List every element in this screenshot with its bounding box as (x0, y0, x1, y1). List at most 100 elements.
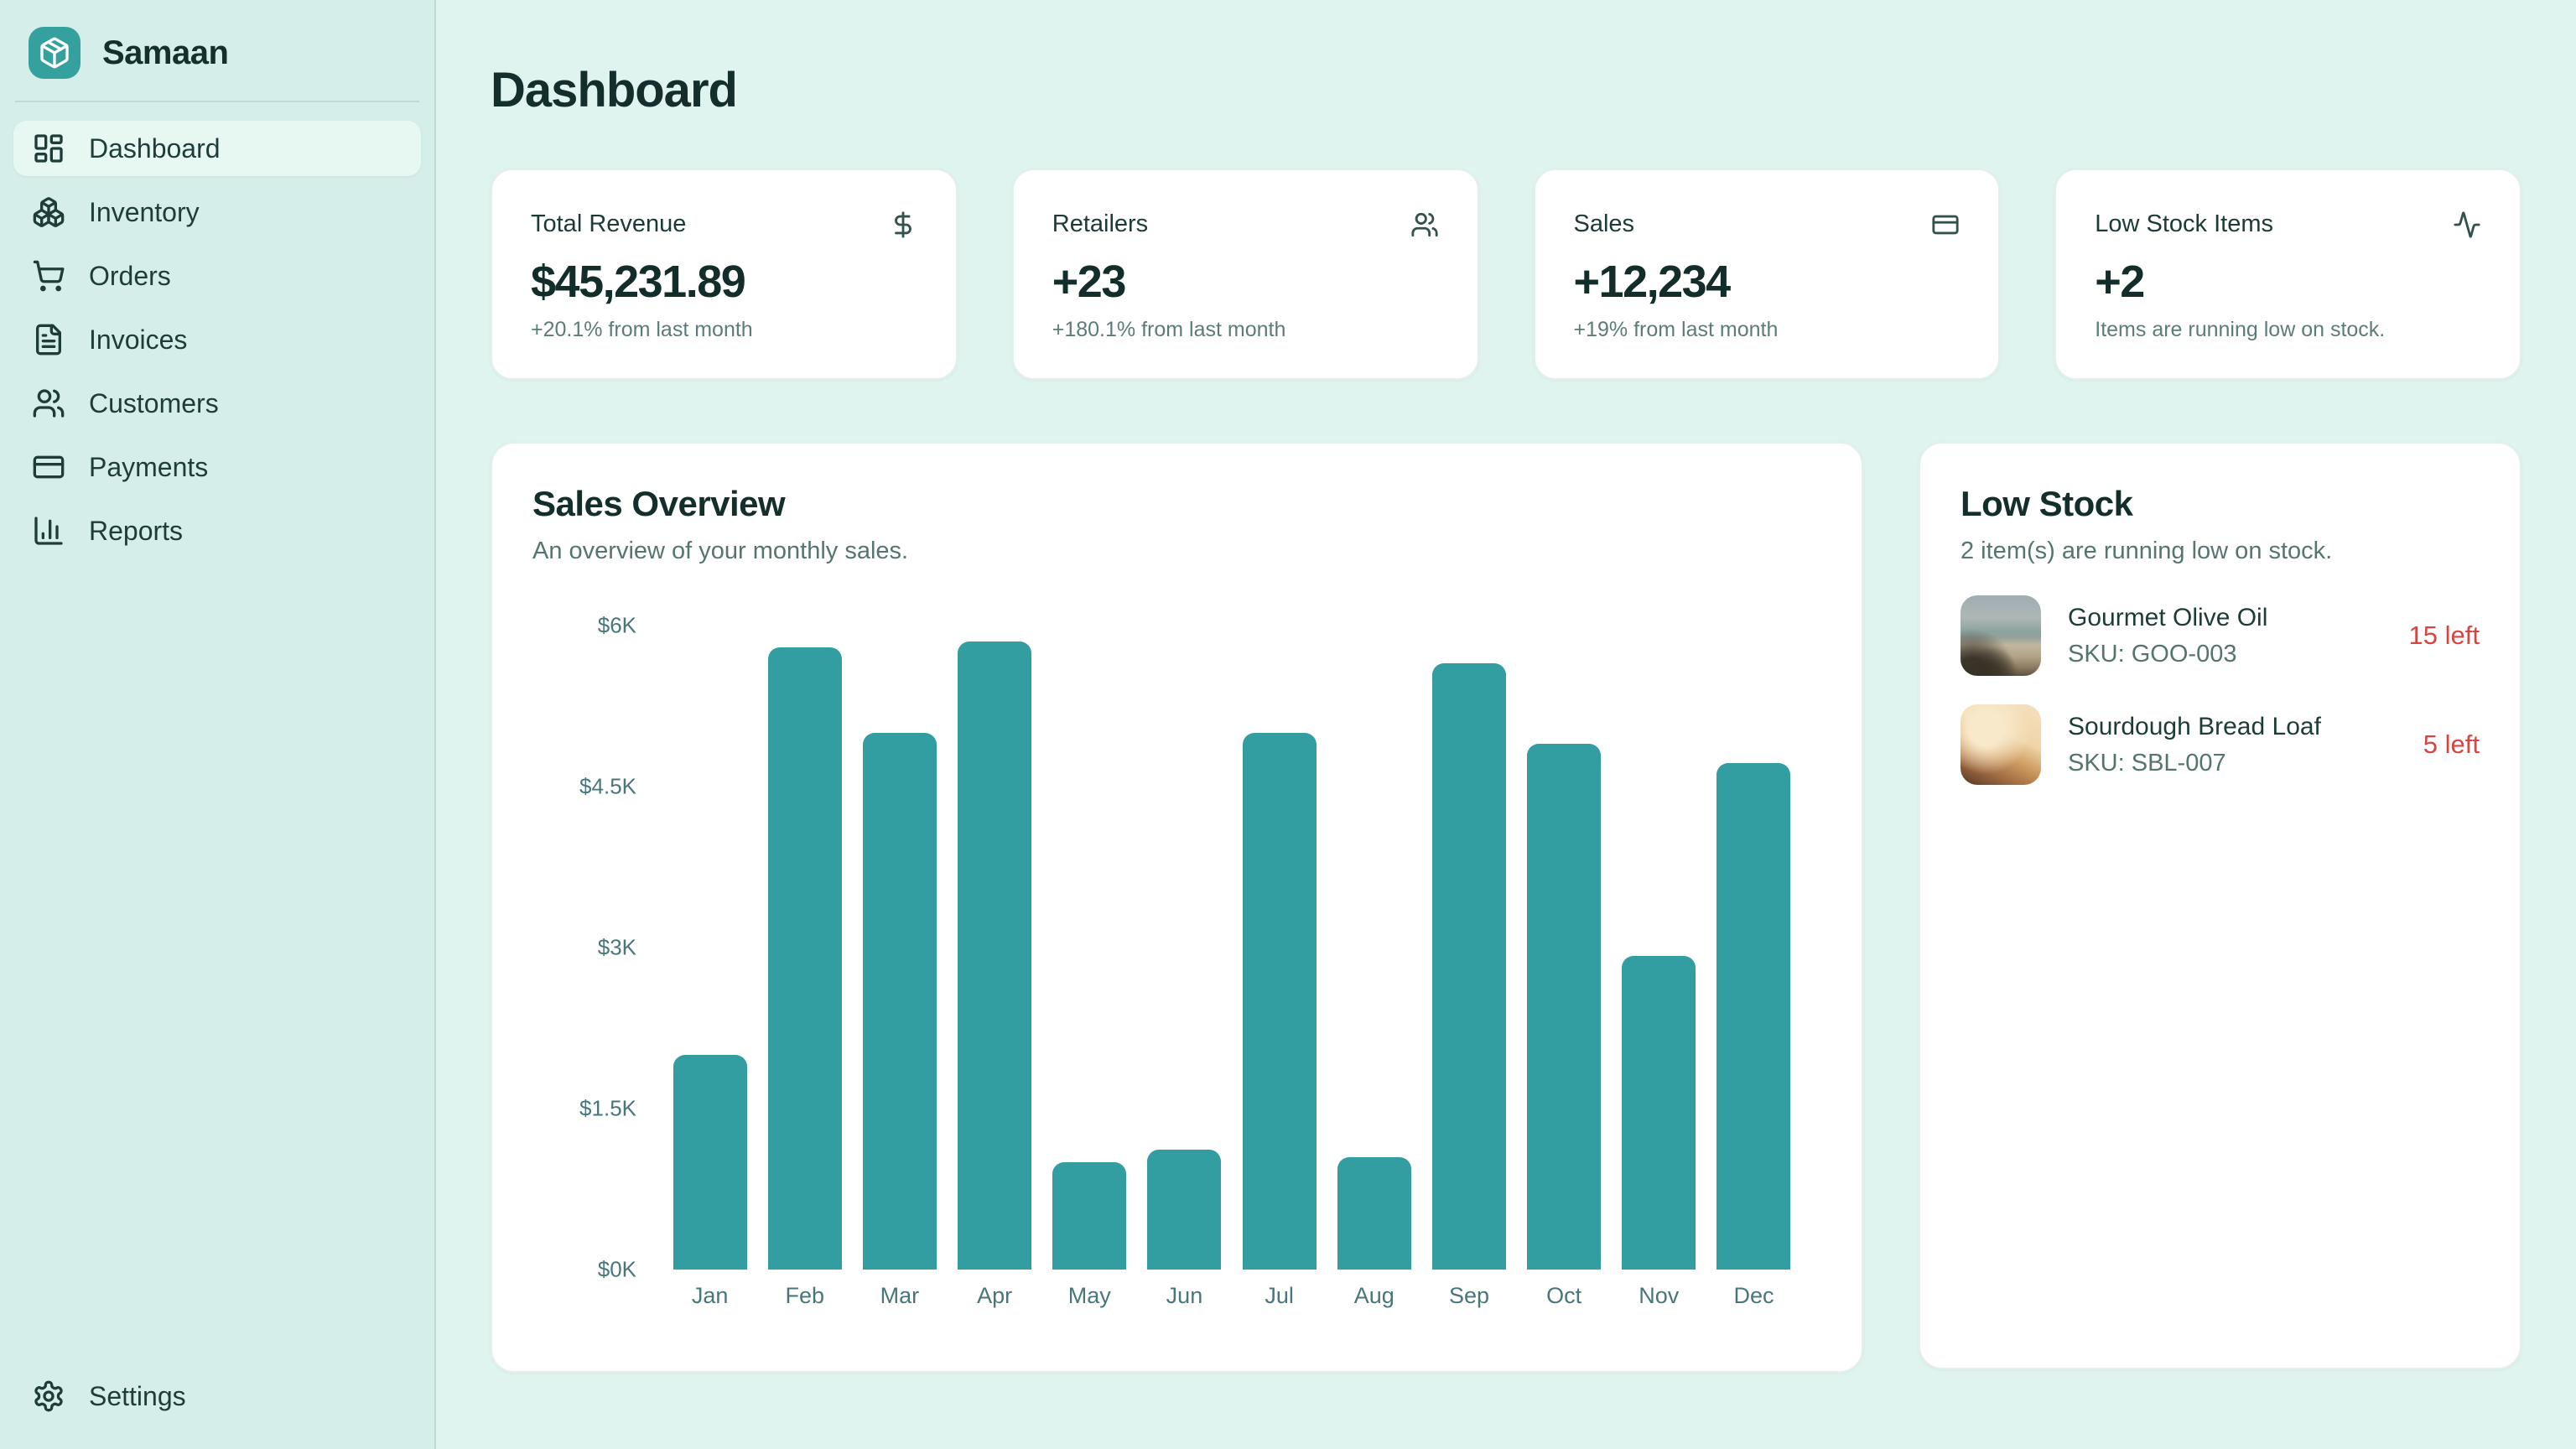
sidebar-item-payments[interactable]: Payments (13, 439, 421, 495)
credit-card-icon (32, 450, 65, 484)
stock-left-badge: 5 left (2423, 730, 2480, 759)
sidebar-item-label: Invoices (89, 324, 188, 355)
product-photo-olive-oil (1961, 595, 2041, 676)
dollar-icon (889, 210, 917, 239)
product-name: Gourmet Olive Oil (2068, 603, 2268, 631)
sidebar-item-dashboard[interactable]: Dashboard (13, 121, 421, 176)
x-axis-tick-label: Sep (1448, 1283, 1489, 1308)
chart-column: Nov (1612, 626, 1706, 1308)
shopping-cart-icon (32, 259, 65, 293)
sidebar-item-label: Inventory (89, 196, 200, 227)
sidebar-item-customers[interactable]: Customers (13, 376, 421, 431)
stat-subtext: +20.1% from last month (531, 318, 753, 341)
stat-value: +23 (1052, 257, 1127, 307)
y-axis-tick-label: $3K (597, 934, 636, 960)
x-axis-tick-label: Aug (1353, 1283, 1394, 1308)
stat-value: +12,234 (1573, 257, 1732, 307)
x-axis-tick-label: Dec (1733, 1283, 1774, 1308)
users-icon (32, 387, 65, 420)
file-text-icon (32, 323, 65, 356)
stock-left-badge: 15 left (2408, 621, 2480, 650)
chart-column: Aug (1327, 626, 1421, 1308)
chart-column: Apr (948, 626, 1042, 1308)
users-icon (1410, 210, 1439, 239)
chart-column: Sep (1421, 626, 1516, 1308)
sidebar-item-label: Reports (89, 515, 184, 546)
x-axis-tick-label: Jul (1265, 1283, 1294, 1308)
sidebar-item-label: Orders (89, 260, 171, 291)
y-axis-tick-label: $4.5K (579, 773, 636, 799)
sidebar-nav: Dashboard Inventory (13, 121, 421, 558)
x-axis-tick-label: Jun (1166, 1283, 1203, 1308)
stat-value: +2 (2095, 257, 2145, 307)
chart-column: Mar (852, 626, 947, 1308)
chart-column: Oct (1517, 626, 1612, 1308)
x-axis-tick-label: Feb (785, 1283, 825, 1308)
stat-title: Sales (1573, 210, 1635, 237)
y-axis-tick-label: $1.5K (579, 1095, 636, 1121)
chart-column: May (1042, 626, 1137, 1308)
credit-card-icon (1931, 210, 1960, 239)
stat-card-header: Sales (1574, 210, 1961, 239)
dashboard-icon (32, 132, 65, 165)
low-stock-subtitle: 2 item(s) are running low on stock. (1961, 538, 2333, 564)
stat-value: $45,231.89 (531, 257, 746, 307)
chart-bar-may (1052, 1162, 1127, 1270)
sidebar-item-reports[interactable]: Reports (13, 503, 421, 558)
chart-column: Jan (662, 626, 757, 1308)
sidebar-item-settings[interactable]: Settings (13, 1368, 421, 1424)
chart-column: Dec (1706, 626, 1801, 1308)
activity-icon (2453, 210, 2481, 239)
low-stock-panel: Low Stock 2 item(s) are running low on s… (1919, 442, 2521, 1369)
stat-card-low-stock-items: Low Stock Items +2 Items are running low… (2054, 169, 2521, 380)
stat-title: Retailers (1052, 210, 1149, 237)
low-stock-item: Sourdough Bread Loaf SKU: SBL-007 5 left (1961, 704, 2480, 785)
sidebar-item-label: Settings (89, 1380, 186, 1411)
x-axis-tick-label: Mar (880, 1283, 920, 1308)
chart-column: Feb (757, 626, 852, 1308)
sidebar-item-label: Customers (89, 387, 219, 418)
stat-subtext: Items are running low on stock. (2095, 318, 2386, 341)
page-title: Dashboard (491, 63, 738, 117)
sidebar-item-invoices[interactable]: Invoices (13, 312, 421, 367)
brand-name: Samaan (102, 34, 229, 71)
sidebar-item-label: Dashboard (89, 132, 221, 164)
product-name: Sourdough Bread Loaf (2068, 712, 2321, 740)
sales-overview-title: Sales Overview (532, 484, 786, 523)
stat-card-header: Total Revenue (531, 210, 917, 239)
main-content: Dashboard Total Revenue $45,231.89 +20.1… (436, 0, 2576, 1449)
x-axis-tick-label: May (1067, 1283, 1111, 1308)
brand: Samaan (13, 25, 421, 101)
dashboard-lower-row: Sales Overview An overview of your month… (491, 442, 2521, 1373)
sales-overview-subtitle: An overview of your monthly sales. (532, 538, 909, 564)
stat-card-total-revenue: Total Revenue $45,231.89 +20.1% from las… (491, 169, 958, 380)
sidebar-item-orders[interactable]: Orders (13, 248, 421, 304)
stat-card-retailers: Retailers +23 +180.1% from last month (1011, 169, 1479, 380)
chart-bar-apr (958, 641, 1032, 1270)
chart-bar-oct (1527, 744, 1602, 1270)
x-axis-tick-label: Oct (1546, 1283, 1582, 1308)
product-info: Sourdough Bread Loaf SKU: SBL-007 (2068, 713, 2321, 777)
x-axis-tick-label: Jan (691, 1283, 729, 1308)
stats-row: Total Revenue $45,231.89 +20.1% from las… (491, 169, 2521, 380)
chart-bar-jul (1242, 733, 1317, 1270)
package-icon (29, 27, 80, 79)
sidebar-item-label: Payments (89, 451, 209, 482)
stat-subtext: +180.1% from last month (1052, 318, 1286, 341)
sales-bar-chart: $6K $4.5K $3K $1.5K $0K Jan Feb Mar Apr May Jun Ju… (532, 613, 1821, 1308)
chart-bar-sep (1431, 663, 1506, 1270)
stat-subtext: +19% from last month (1573, 318, 1779, 341)
stat-card-header: Retailers (1052, 210, 1439, 239)
sidebar: Samaan Dashboard (0, 0, 436, 1449)
chart-column: Jul (1232, 626, 1327, 1308)
low-stock-title: Low Stock (1961, 484, 2133, 523)
product-info: Gourmet Olive Oil SKU: GOO-003 (2068, 604, 2267, 668)
product-sku: SKU: SBL-007 (2068, 749, 2226, 776)
sidebar-item-inventory[interactable]: Inventory (13, 184, 421, 240)
sidebar-footer: Settings (13, 1368, 421, 1424)
gear-icon (32, 1379, 65, 1413)
stat-card-header: Low Stock Items (2095, 210, 2481, 239)
chart-bar-jun (1147, 1150, 1222, 1270)
chart-bar-dec (1716, 763, 1791, 1270)
sidebar-divider (15, 101, 419, 102)
